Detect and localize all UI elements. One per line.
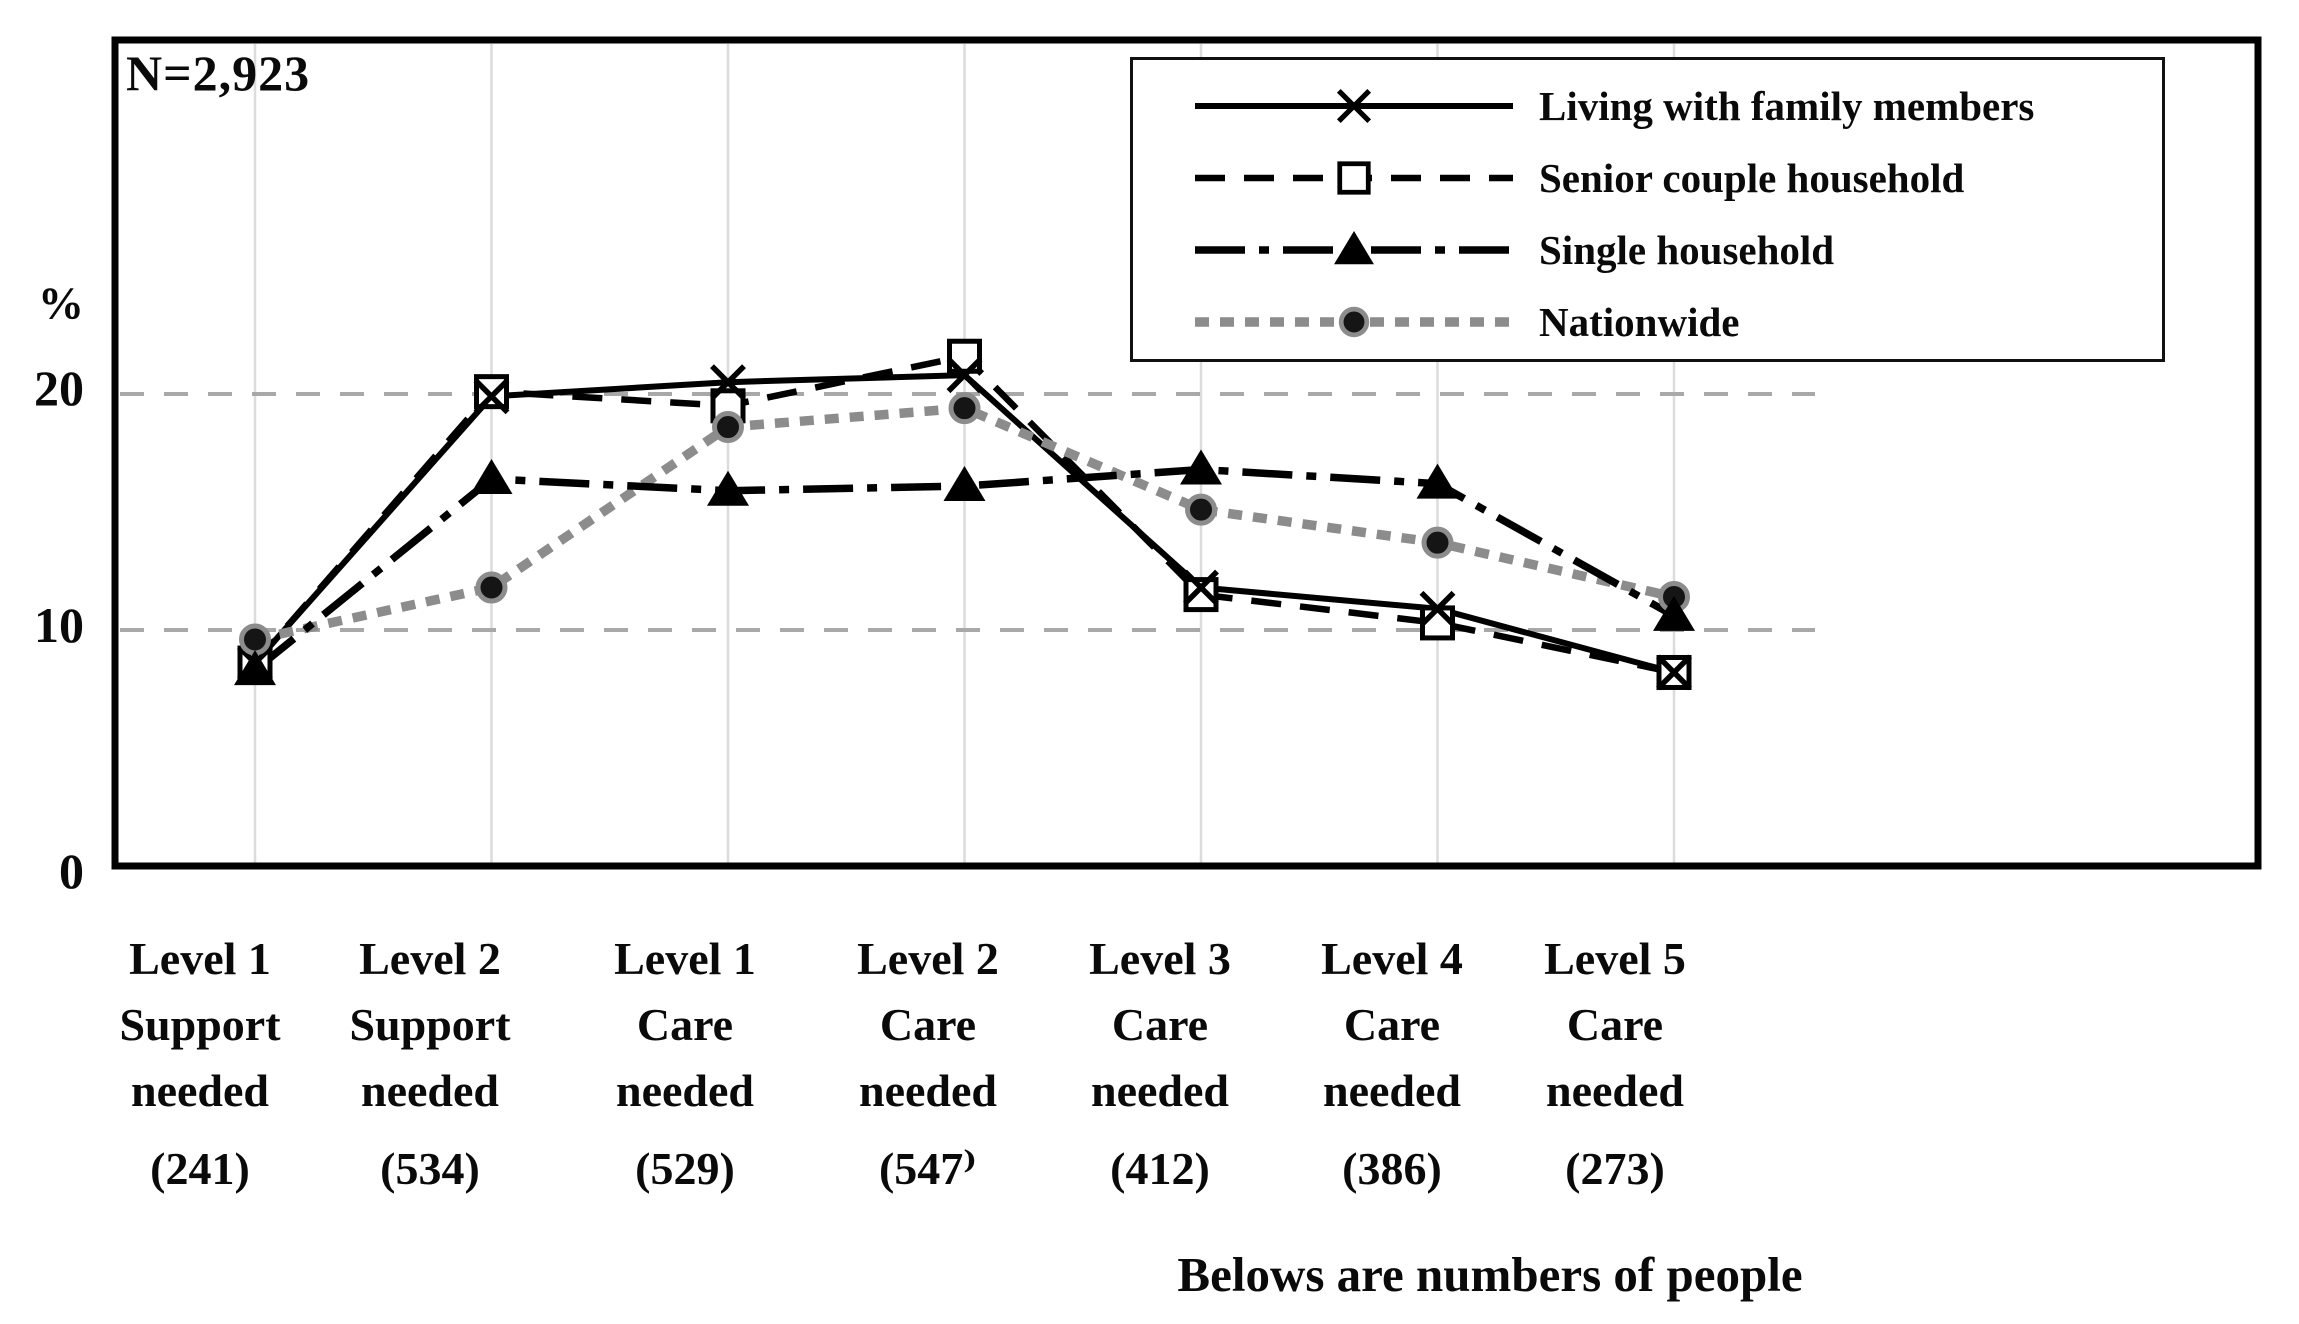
circle-marker-line-icon bbox=[1195, 306, 1513, 338]
legend-label: Living with family members bbox=[1539, 83, 2035, 129]
x-axis-label-level3-care: Level 3 Care needed (412) bbox=[1089, 933, 1231, 1194]
open-square-marker-icon bbox=[1337, 161, 1371, 195]
x-axis-label-level1-support: Level 1 Support needed (241) bbox=[119, 933, 281, 1194]
x-axis-label-level2-support: Level 2 Support needed (534) bbox=[349, 933, 511, 1194]
triangle-marker-icon bbox=[1334, 231, 1374, 265]
legend-label: Nationwide bbox=[1539, 299, 1740, 345]
triangle-marker-icon bbox=[707, 470, 749, 506]
open-square-marker-icon bbox=[474, 374, 509, 410]
triangle-marker-icon bbox=[1180, 449, 1222, 485]
triangle-marker-icon bbox=[234, 650, 276, 686]
x-marker-icon bbox=[1419, 590, 1456, 627]
legend-item-nationwide: Nationwide bbox=[1133, 286, 2162, 358]
triangle-marker-icon bbox=[943, 466, 986, 502]
x-marker-line-icon bbox=[1195, 88, 1513, 124]
footnote: Belows are numbers of people bbox=[1177, 1247, 1803, 1302]
circle-marker-icon bbox=[475, 571, 508, 604]
y-tick-0: 0 bbox=[59, 843, 84, 899]
chart-legend: Living with family members Senior couple… bbox=[1130, 57, 2165, 362]
open-square-marker-line-icon bbox=[1195, 161, 1513, 195]
y-axis-unit-label: % bbox=[38, 277, 84, 329]
circle-marker-icon bbox=[712, 411, 744, 444]
x-marker-icon bbox=[1656, 654, 1692, 691]
x-marker-icon bbox=[1183, 569, 1219, 606]
plot-border bbox=[111, 36, 2262, 870]
legend-label: Senior couple household bbox=[1539, 155, 1965, 201]
x-marker-icon bbox=[710, 364, 746, 401]
x-axis-label-level1-care: Level 1 Care needed (529) bbox=[614, 933, 756, 1194]
circle-marker-icon bbox=[948, 392, 981, 425]
circle-marker-icon bbox=[1421, 526, 1454, 559]
legend-item-single-household: Single household bbox=[1133, 214, 2162, 286]
circle-marker-icon bbox=[1185, 493, 1217, 526]
x-axis-label-level5-care: Level 5 Care needed (273) bbox=[1544, 933, 1686, 1194]
triangle-marker-icon bbox=[1416, 463, 1459, 499]
y-tick-20: 20 bbox=[34, 360, 84, 416]
x-marker-icon bbox=[473, 378, 510, 415]
sample-size-label: N=2,923 bbox=[126, 45, 311, 101]
triangle-marker-line-icon bbox=[1195, 231, 1513, 265]
y-tick-10: 10 bbox=[34, 597, 84, 653]
x-axis-label-level2-care: Level 2 Care needed (547⁾ bbox=[857, 933, 999, 1194]
circle-marker-icon bbox=[1338, 306, 1370, 338]
legend-item-living-with-family: Living with family members bbox=[1133, 70, 2162, 142]
legend-label: Single household bbox=[1539, 227, 1835, 273]
triangle-marker-icon bbox=[1653, 595, 1695, 631]
circle-marker-icon bbox=[239, 623, 271, 656]
x-axis-label-level4-care: Level 4 Care needed (386) bbox=[1321, 933, 1463, 1194]
x-marker-icon bbox=[1336, 88, 1372, 124]
legend-item-senior-couple: Senior couple household bbox=[1133, 142, 2162, 214]
x-marker-icon bbox=[946, 357, 983, 394]
triangle-marker-icon bbox=[470, 458, 513, 494]
